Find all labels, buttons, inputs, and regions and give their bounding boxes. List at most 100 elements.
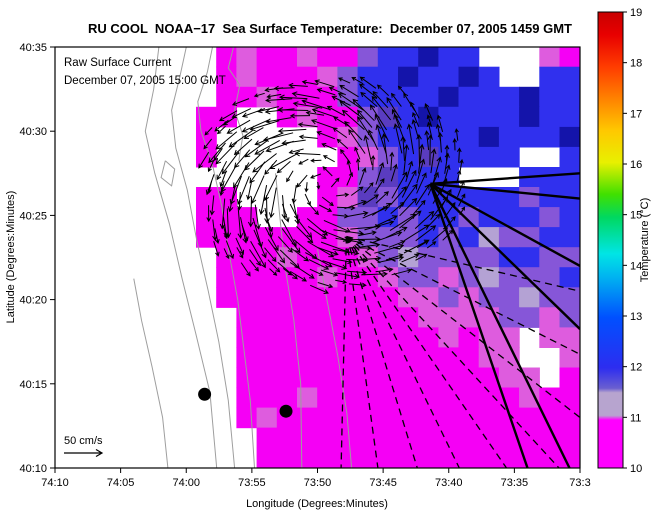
sst-cell bbox=[377, 427, 399, 449]
current-vector-arrow bbox=[298, 158, 309, 165]
sst-cell bbox=[337, 47, 359, 68]
sst-cell bbox=[539, 407, 561, 429]
current-vector-arrow bbox=[416, 133, 422, 165]
current-vector-arrow bbox=[403, 224, 430, 242]
sst-cell bbox=[478, 267, 500, 288]
sst-cell bbox=[398, 367, 419, 389]
sst-cell bbox=[317, 387, 338, 409]
current-vector-arrow bbox=[456, 147, 462, 163]
colorbar-label: Temperature (°C) bbox=[639, 198, 651, 282]
current-vector-arrow bbox=[321, 196, 334, 207]
current-vector-arrow bbox=[206, 205, 212, 223]
current-vector-arrow bbox=[311, 108, 337, 118]
sst-cell bbox=[458, 347, 480, 368]
sst-cell bbox=[398, 47, 419, 68]
sst-cell bbox=[438, 66, 460, 88]
sst-cell bbox=[519, 287, 540, 308]
current-vector-arrow bbox=[424, 130, 430, 151]
sst-cell bbox=[357, 447, 379, 468]
sst-cell bbox=[418, 86, 439, 108]
sst-cell bbox=[519, 407, 540, 429]
sst-cell bbox=[216, 66, 237, 88]
sst-cell bbox=[317, 187, 338, 208]
sst-cell bbox=[438, 86, 460, 108]
sst-cell bbox=[418, 447, 439, 468]
current-vector-arrow bbox=[222, 116, 236, 126]
sst-cell bbox=[357, 247, 379, 268]
current-vector-arrow bbox=[215, 141, 238, 165]
current-vector-arrow bbox=[269, 268, 278, 276]
current-vector-arrow bbox=[292, 101, 323, 109]
current-vector-arrow bbox=[348, 282, 367, 288]
current-vector-arrow bbox=[377, 255, 405, 263]
sst-cell bbox=[438, 287, 460, 308]
sst-cell bbox=[357, 106, 379, 128]
current-vector-arrow bbox=[309, 268, 324, 276]
sst-cell bbox=[297, 387, 318, 409]
current-vector-arrow bbox=[281, 139, 306, 146]
current-vector-arrow bbox=[426, 241, 437, 249]
current-vector-arrow bbox=[310, 173, 322, 179]
sst-cell bbox=[519, 307, 540, 328]
current-vector-arrow bbox=[219, 170, 227, 188]
current-vector-arrow bbox=[354, 146, 361, 160]
sst-cell bbox=[458, 407, 480, 429]
current-vector-arrow bbox=[316, 130, 336, 140]
sst-cell bbox=[256, 267, 278, 288]
current-vector-arrow bbox=[332, 258, 353, 265]
sst-cell bbox=[337, 207, 359, 228]
sst-cell bbox=[357, 307, 379, 328]
sst-cell bbox=[519, 267, 540, 288]
radar-line-solid bbox=[429, 182, 580, 330]
sst-cell bbox=[498, 106, 520, 128]
current-vector-arrow bbox=[277, 107, 309, 113]
sst-cell bbox=[256, 387, 278, 409]
colorbar-tick-label: 12 bbox=[630, 362, 642, 374]
current-vector-arrow bbox=[204, 127, 213, 136]
sst-cell bbox=[539, 427, 561, 449]
sst-cell bbox=[498, 126, 520, 148]
current-vector-arrow bbox=[374, 113, 390, 142]
sst-cell bbox=[539, 207, 561, 228]
current-vector-arrow bbox=[339, 84, 359, 98]
current-vector-arrow bbox=[310, 119, 336, 130]
sst-cell bbox=[418, 47, 439, 68]
current-vector-arrow bbox=[414, 210, 435, 229]
current-vector-arrow bbox=[316, 181, 321, 190]
current-vector-arrow bbox=[265, 117, 292, 124]
current-vector-arrow bbox=[344, 200, 367, 210]
current-vector-arrow bbox=[347, 210, 369, 217]
current-vector-arrow bbox=[249, 259, 259, 272]
sst-cell bbox=[276, 47, 298, 68]
colorbar-tick-label: 10 bbox=[630, 463, 642, 475]
current-vector-arrow bbox=[281, 228, 301, 254]
sst-cell bbox=[539, 287, 561, 308]
sst-cell bbox=[256, 47, 278, 68]
sst-cell bbox=[478, 187, 500, 208]
sst-cell bbox=[256, 427, 278, 449]
sst-cell bbox=[276, 327, 298, 348]
sst-cell bbox=[478, 86, 500, 108]
current-vector-arrow bbox=[339, 100, 364, 120]
radar-line-dashed bbox=[346, 235, 580, 292]
current-vector-arrow bbox=[436, 114, 444, 133]
current-vector-arrow bbox=[304, 182, 309, 193]
current-vector-arrow bbox=[386, 97, 402, 121]
current-vector-arrow bbox=[346, 159, 352, 174]
bathymetry-contour bbox=[317, 249, 353, 468]
current-vector-arrow bbox=[289, 262, 315, 279]
current-vector-arrow bbox=[309, 284, 329, 294]
sst-cell bbox=[297, 307, 318, 328]
current-vector-arrow bbox=[317, 247, 339, 256]
sst-cell bbox=[539, 387, 561, 409]
sst-cell bbox=[256, 447, 278, 468]
current-vector-arrow bbox=[326, 105, 346, 117]
sst-cell bbox=[256, 327, 278, 348]
current-vector-arrow bbox=[358, 230, 377, 237]
sst-cell bbox=[398, 407, 419, 429]
y-tick-label: 40:35 bbox=[19, 42, 47, 54]
current-vector-arrow bbox=[322, 155, 335, 163]
current-vector-arrow bbox=[241, 225, 249, 242]
scale-label: 50 cm/s bbox=[64, 435, 103, 447]
